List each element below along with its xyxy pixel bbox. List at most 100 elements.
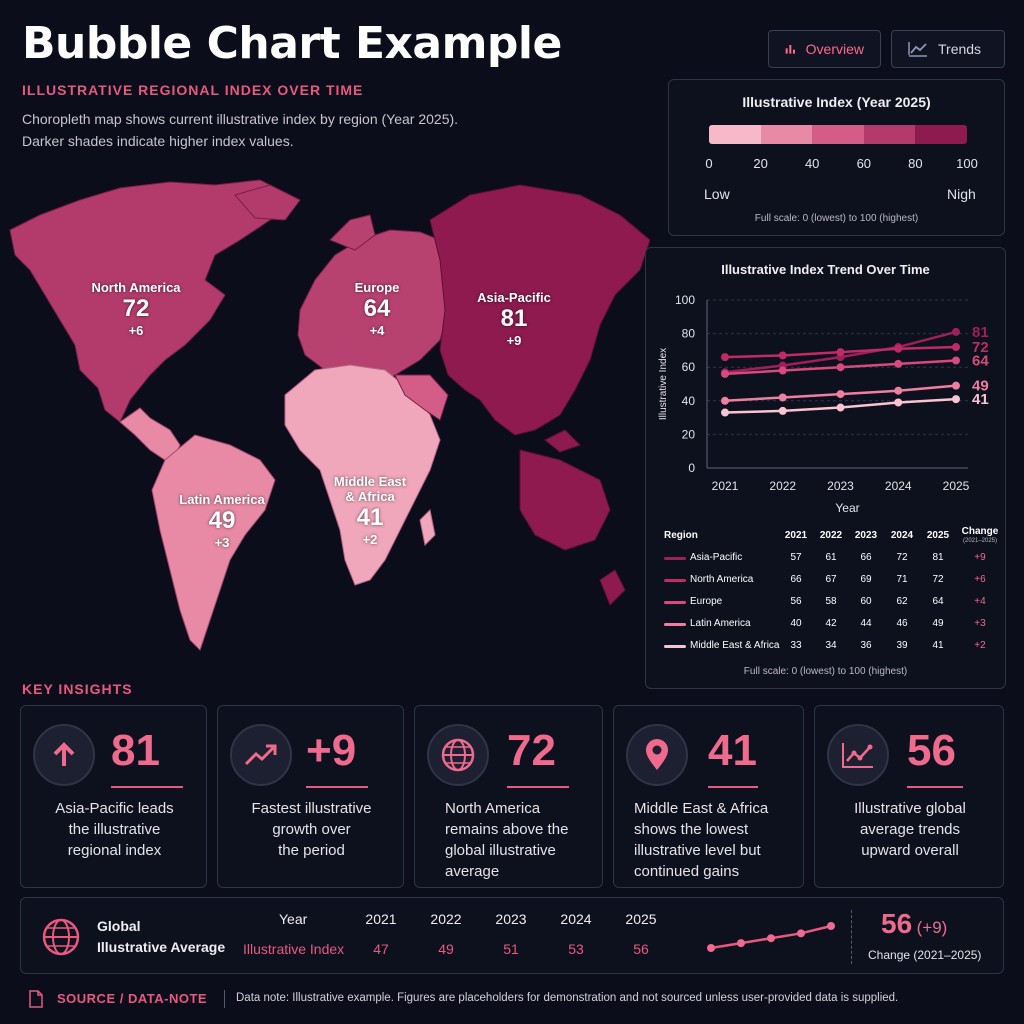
global-summary-value: 56 bbox=[881, 908, 913, 939]
table-row-value: 66 bbox=[790, 574, 802, 585]
legend-high-label: Nigh bbox=[947, 186, 976, 202]
global-values: 47 49 51 53 56 bbox=[351, 941, 671, 959]
end-label: 81 bbox=[972, 324, 989, 341]
arrow-up-icon bbox=[33, 724, 95, 786]
data-point bbox=[894, 398, 903, 407]
page-subtitle: ILLUSTRATIVE REGIONAL INDEX OVER TIME bbox=[22, 82, 364, 98]
table-row-region: Middle East & Africa bbox=[690, 640, 780, 651]
y-axis-label: Illustrative Index bbox=[658, 348, 669, 420]
insights-heading: KEY INSIGHTS bbox=[22, 681, 133, 697]
description-line-2: Darker shades indicate higher index valu… bbox=[22, 133, 294, 149]
table-row-value: 62 bbox=[896, 596, 908, 607]
map-label-north-america: North America 72 +6 bbox=[91, 280, 181, 338]
global-year: 2024 bbox=[560, 911, 592, 927]
global-summary-note: Change (2021–2025) bbox=[868, 948, 982, 962]
table-row-change: +4 bbox=[974, 596, 986, 607]
data-point bbox=[952, 343, 960, 352]
insight-card-4: 41 Middle East & Africa shows the lowest… bbox=[613, 705, 804, 888]
insight-value: 41 bbox=[708, 726, 757, 775]
table-row-value: 60 bbox=[860, 596, 872, 607]
table-row-value: 67 bbox=[825, 574, 837, 585]
table-row-change: +3 bbox=[974, 618, 986, 629]
data-point bbox=[952, 327, 960, 336]
global-value: 56 bbox=[633, 941, 649, 957]
table-header-year: 2025 bbox=[926, 530, 950, 541]
table-row-value: 42 bbox=[825, 618, 837, 629]
data-point bbox=[778, 351, 787, 360]
insight-card-3: 72 North America remains above the globa… bbox=[414, 705, 603, 888]
data-point bbox=[836, 390, 845, 399]
table-row-change: +9 bbox=[974, 552, 986, 563]
table-row-region: North America bbox=[690, 574, 754, 585]
global-value: 51 bbox=[503, 941, 519, 957]
global-title: Global Illustrative Average bbox=[97, 918, 226, 955]
global-index-label: Illustrative Index bbox=[243, 941, 345, 957]
table-row-value: 81 bbox=[932, 552, 944, 563]
y-tick-label: 40 bbox=[682, 394, 696, 408]
legend-low-label: Low bbox=[704, 186, 730, 202]
x-tick-label: 2021 bbox=[712, 479, 739, 493]
legend-tick-label: 40 bbox=[804, 156, 820, 171]
table-header-change-sub: (2021–2025) bbox=[962, 538, 998, 544]
data-point bbox=[894, 344, 903, 353]
global-summary-change: (+9) bbox=[916, 918, 948, 937]
data-point bbox=[778, 366, 787, 375]
sparkline-point bbox=[827, 922, 835, 930]
global-year: 2025 bbox=[625, 911, 657, 927]
table-header-region: Region bbox=[664, 530, 698, 541]
data-point bbox=[894, 359, 903, 368]
table-row-value: 72 bbox=[932, 574, 944, 585]
y-tick-label: 80 bbox=[682, 327, 696, 341]
table-row-value: 57 bbox=[790, 552, 802, 563]
table-row-value: 49 bbox=[932, 618, 944, 629]
map-label-europe: Europe 64 +4 bbox=[354, 280, 400, 338]
data-point bbox=[778, 406, 787, 415]
data-point bbox=[721, 408, 729, 417]
x-axis-label: Year bbox=[835, 501, 859, 515]
legend-swatch bbox=[812, 125, 864, 144]
table-row-value: 69 bbox=[860, 574, 872, 585]
table-row-region: Latin America bbox=[690, 618, 751, 629]
table-row-value: 58 bbox=[825, 596, 837, 607]
table-row-value: 36 bbox=[860, 640, 872, 651]
global-value: 47 bbox=[373, 941, 389, 957]
table-header-year: 2021 bbox=[784, 530, 808, 541]
map-region-latin-america[interactable] bbox=[151, 434, 276, 651]
overview-button[interactable]: Overview bbox=[768, 30, 881, 68]
global-year-label: Year bbox=[279, 911, 308, 927]
x-tick-label: 2022 bbox=[769, 479, 796, 493]
footer-note: Data note: Illustrative example. Figures… bbox=[236, 992, 899, 1004]
line-chart-icon bbox=[908, 42, 927, 57]
description-line-1: Choropleth map shows current illustrativ… bbox=[22, 111, 459, 127]
global-average-panel: Global Illustrative Average Year Illustr… bbox=[20, 897, 1004, 974]
global-year: 2023 bbox=[495, 911, 527, 927]
map-region-north-america[interactable] bbox=[9, 179, 291, 423]
trends-button[interactable]: Trends bbox=[891, 30, 1005, 68]
data-point bbox=[894, 386, 903, 395]
global-year: 2022 bbox=[430, 911, 462, 927]
legend-tick-label: 80 bbox=[908, 156, 923, 171]
x-tick-label: 2024 bbox=[885, 479, 912, 493]
world-map bbox=[9, 179, 651, 651]
trend-chart-panel: Illustrative Index Trend Over Time 0 20 40… bbox=[645, 247, 1006, 689]
insight-text: Fastest illustrative growth over the per… bbox=[251, 800, 372, 859]
map-region-middle-east-africa[interactable] bbox=[284, 364, 441, 586]
map-region-asia-pacific[interactable] bbox=[429, 184, 651, 436]
global-year: 2021 bbox=[365, 911, 397, 927]
table-row-swatch bbox=[664, 557, 686, 560]
trend-table: Region 2021 2022 2023 2024 2025 Change (2021–20… bbox=[646, 526, 1007, 658]
table-row-value: 46 bbox=[896, 618, 908, 629]
line-chart-icon bbox=[827, 724, 889, 786]
global-value: 49 bbox=[438, 941, 454, 957]
table-row-value: 61 bbox=[825, 552, 837, 563]
table-row-value: 66 bbox=[860, 552, 872, 563]
table-row-value: 64 bbox=[932, 596, 944, 607]
insight-card-2: +9 Fastest illustrative growth over the … bbox=[217, 705, 404, 888]
legend-panel: Illustrative Index (Year 2025) 0 20 40 60 80… bbox=[668, 79, 1005, 236]
insight-card-5: 56 Illustrative global average trends up… bbox=[814, 705, 1004, 888]
location-pin-icon bbox=[626, 724, 688, 786]
map-label-asia-pacific: Asia-Pacific 81 +9 bbox=[477, 290, 551, 348]
table-header-year: 2022 bbox=[819, 530, 843, 541]
global-sparkline bbox=[707, 922, 835, 952]
insight-card-1: 81 Asia-Pacific leads the illustrative r… bbox=[20, 705, 207, 888]
